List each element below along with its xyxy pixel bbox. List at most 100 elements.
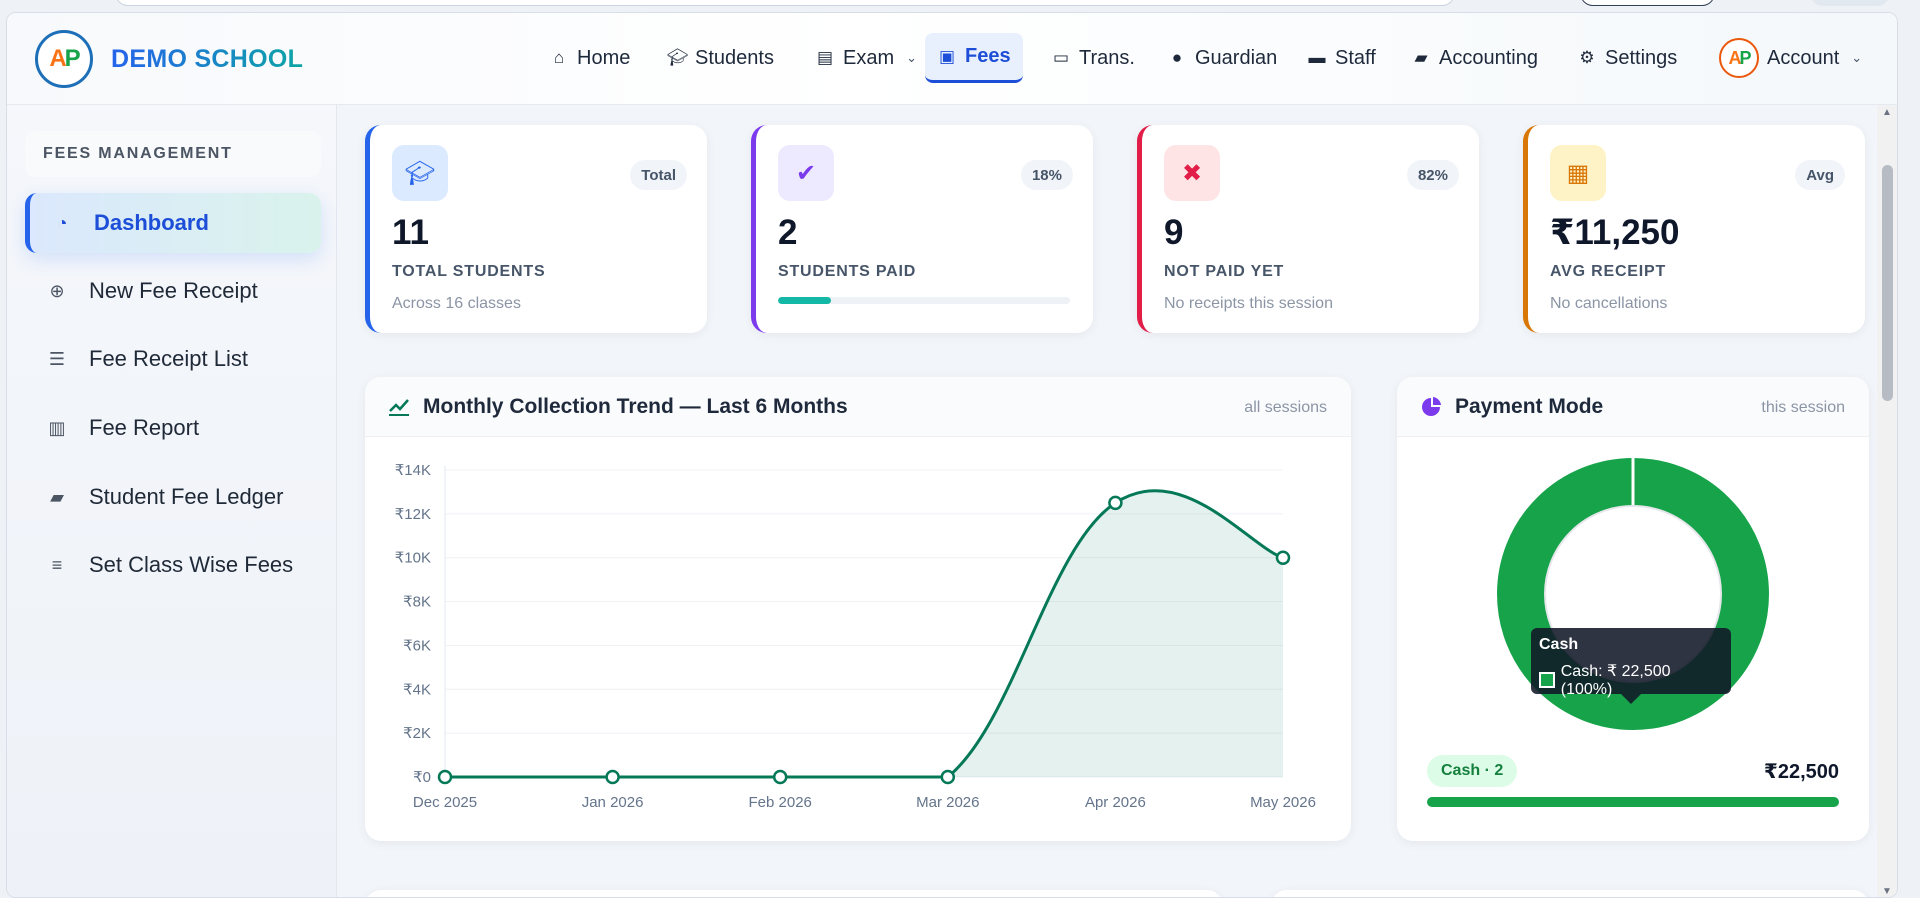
top-pill-remnant bbox=[1810, 0, 1890, 6]
nav-exam[interactable]: ▤ Exam ⌄ bbox=[803, 33, 929, 83]
check-circle-icon: ✔ bbox=[778, 145, 834, 201]
nav-transport[interactable]: ▭ Trans. bbox=[1039, 33, 1147, 83]
bar-chart-icon: ▥ bbox=[48, 417, 66, 438]
nav-fees[interactable]: ▣ Fees bbox=[925, 33, 1023, 83]
nav-staff[interactable]: ▬ Staff bbox=[1295, 33, 1388, 83]
nav-home[interactable]: ⌂ Home bbox=[537, 33, 642, 83]
gear-icon: ⚙ bbox=[1579, 48, 1595, 67]
browser-top-strip bbox=[0, 0, 1920, 10]
user-icon: ● bbox=[1171, 48, 1183, 67]
payment-panel-title: Payment Mode bbox=[1455, 395, 1604, 418]
paid-progress-bar bbox=[778, 297, 1070, 304]
scrollbar-thumb[interactable] bbox=[1882, 165, 1893, 401]
sidebar-item-dashboard[interactable]: ◔ Dashboard bbox=[25, 193, 321, 253]
nav-label: Staff bbox=[1335, 46, 1376, 69]
book-icon: ▰ bbox=[50, 486, 64, 507]
sidebar-item-label: New Fee Receipt bbox=[89, 278, 258, 303]
stat-value: 11 bbox=[392, 213, 429, 252]
legend-swatch bbox=[1539, 672, 1555, 688]
x-tick-label: Jan 2026 bbox=[582, 794, 644, 811]
stat-subtext: No receipts this session bbox=[1164, 295, 1333, 312]
sliders-icon: ≡ bbox=[51, 554, 63, 575]
stat-value: 2 bbox=[778, 213, 798, 252]
y-tick-label: ₹4K bbox=[403, 681, 431, 698]
stat-badge: 18% bbox=[1020, 160, 1073, 190]
stat-badge: Total bbox=[630, 160, 687, 190]
sidebar-item-fee-report[interactable]: ▥ Fee Report bbox=[25, 398, 321, 458]
payment-legend-amount: ₹22,500 bbox=[1763, 761, 1839, 783]
calculator-icon: ▦ bbox=[1550, 145, 1606, 201]
graduation-cap-icon: 🎓︎ bbox=[392, 145, 448, 201]
top-button-remnant[interactable] bbox=[1580, 0, 1715, 6]
briefcase-icon: ▬ bbox=[1308, 48, 1326, 67]
y-tick-label: ₹14K bbox=[395, 462, 431, 479]
list-icon: ☰ bbox=[48, 348, 66, 369]
nav-guardian[interactable]: ● Guardian bbox=[1155, 33, 1289, 83]
sidebar-section-header: FEES MANAGEMENT bbox=[25, 131, 321, 177]
sidebar-item-label: Student Fee Ledger bbox=[89, 484, 284, 509]
user-x-icon: ✖ bbox=[1164, 145, 1220, 201]
payment-panel: Payment Mode this session Cash Cash: ₹ 2… bbox=[1397, 377, 1869, 841]
tooltip-title: Cash bbox=[1539, 636, 1579, 653]
line-chart-icon bbox=[389, 399, 409, 416]
x-tick-label: May 2026 bbox=[1250, 794, 1316, 811]
data-point bbox=[940, 769, 956, 785]
school-name[interactable]: DEMO SCHOOL bbox=[111, 45, 304, 73]
y-tick-label: ₹12K bbox=[395, 506, 431, 523]
payment-panel-header: Payment Mode this session bbox=[1397, 377, 1869, 437]
document-icon: ▤ bbox=[816, 48, 834, 67]
pie-chart-icon bbox=[1422, 397, 1441, 416]
stat-value: ₹11,250 bbox=[1550, 213, 1680, 252]
y-tick-label: ₹8K bbox=[403, 594, 431, 611]
school-logo[interactable]: AP bbox=[35, 30, 93, 88]
sidebar-item-set-class-wise-fees[interactable]: ≡ Set Class Wise Fees bbox=[25, 535, 321, 595]
nav-label: Settings bbox=[1605, 46, 1678, 69]
y-tick-label: ₹2K bbox=[403, 725, 431, 742]
nav-label: Home bbox=[577, 46, 631, 69]
data-point bbox=[437, 769, 453, 785]
sidebar-item-student-fee-ledger[interactable]: ▰ Student Fee Ledger bbox=[25, 467, 321, 527]
y-tick-label: ₹0 bbox=[413, 769, 431, 786]
page-scrollbar[interactable]: ▲ ▼ bbox=[1877, 105, 1897, 897]
trend-chart: ₹0 ₹2K ₹4K ₹6K ₹8K ₹10K ₹12K ₹14K Dec 2025 Jan 20… bbox=[395, 462, 1316, 811]
x-tick-label: Dec 2025 bbox=[413, 794, 477, 811]
chevron-down-icon: ⌄ bbox=[906, 50, 918, 65]
stat-badge: Avg bbox=[1795, 160, 1845, 190]
account-label: Account bbox=[1767, 46, 1840, 69]
sidebar-item-new-fee-receipt[interactable]: ⊕ New Fee Receipt bbox=[25, 261, 321, 321]
stat-badge: 82% bbox=[1406, 160, 1459, 190]
nav-settings[interactable]: ⚙ Settings bbox=[1565, 33, 1689, 83]
lower-panel-left bbox=[365, 890, 1223, 897]
top-header: AP DEMO SCHOOL ⌂ Home 🎓︎ Students ▤ Exam… bbox=[7, 13, 1897, 105]
trend-panel: Monthly Collection Trend — Last 6 Months… bbox=[365, 377, 1351, 841]
nav-label: Trans. bbox=[1079, 46, 1135, 69]
stat-subtext: No cancellations bbox=[1550, 295, 1668, 312]
x-tick-label: Feb 2026 bbox=[749, 794, 812, 811]
sidebar-section-title: FEES MANAGEMENT bbox=[43, 145, 233, 162]
series-area bbox=[445, 490, 1283, 777]
sidebar-item-label: Fee Report bbox=[89, 415, 200, 440]
y-tick-label: ₹6K bbox=[403, 637, 431, 654]
stat-value: 9 bbox=[1164, 213, 1184, 252]
sidebar-item-label: Set Class Wise Fees bbox=[89, 552, 294, 577]
home-icon: ⌂ bbox=[553, 48, 565, 67]
nav-students[interactable]: 🎓︎ Students bbox=[655, 33, 786, 83]
nav-accounting[interactable]: ▰ Accounting bbox=[1399, 33, 1550, 83]
scroll-up-arrow-icon[interactable]: ▲ bbox=[1882, 107, 1892, 118]
stat-card-avg-receipt: ▦ Avg ₹11,250 AVG RECEIPT No cancellatio… bbox=[1523, 125, 1865, 333]
trend-panel-title: Monthly Collection Trend — Last 6 Months bbox=[423, 395, 848, 418]
stat-card-students-paid: ✔ 18% 2 STUDENTS PAID bbox=[751, 125, 1093, 333]
scroll-down-arrow-icon[interactable]: ▼ bbox=[1882, 886, 1892, 897]
y-tick-label: ₹10K bbox=[395, 550, 431, 567]
plus-circle-icon: ⊕ bbox=[49, 280, 65, 301]
app-window: AP DEMO SCHOOL ⌂ Home 🎓︎ Students ▤ Exam… bbox=[6, 12, 1898, 898]
chevron-down-icon: ⌄ bbox=[1851, 50, 1863, 65]
search-bar-remnant[interactable] bbox=[115, 0, 1455, 6]
chart-tooltip: Cash Cash: ₹ 22,500 (100%) bbox=[1531, 628, 1731, 704]
bus-icon: ▭ bbox=[1052, 48, 1070, 67]
stat-label: STUDENTS PAID bbox=[778, 263, 917, 280]
dashboard-icon: ◔ bbox=[56, 212, 68, 233]
sidebar-item-fee-receipt-list[interactable]: ☰ Fee Receipt List bbox=[25, 329, 321, 389]
